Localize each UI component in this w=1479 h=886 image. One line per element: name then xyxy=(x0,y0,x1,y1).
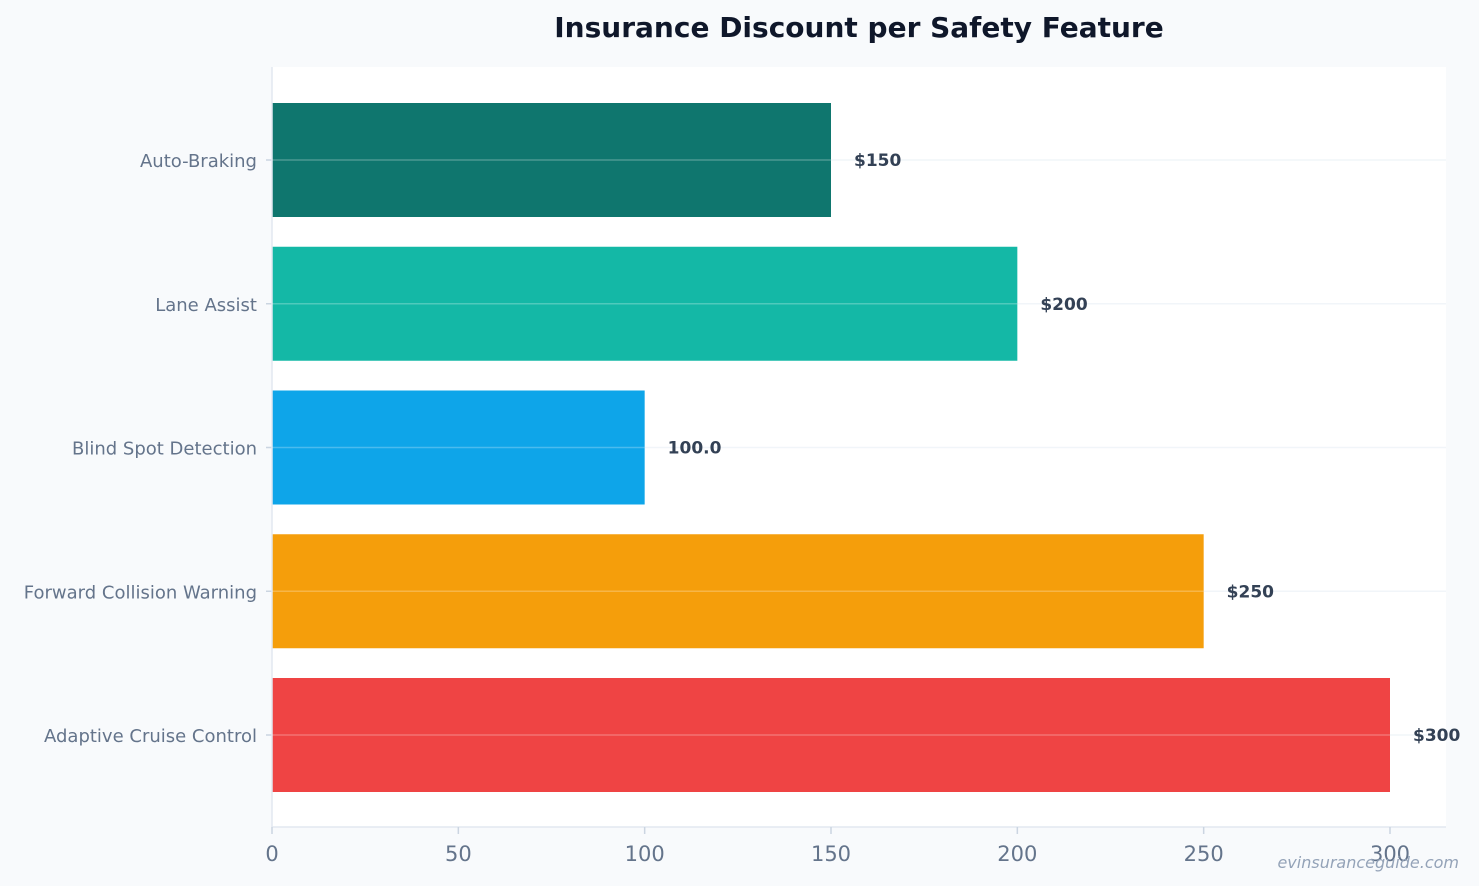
bar-adaptive-cruise-control xyxy=(272,678,1390,792)
data-label: $250 xyxy=(1227,582,1274,602)
bar-lane-assist xyxy=(272,246,1018,361)
data-label: $300 xyxy=(1413,726,1460,746)
x-tick-label: 50 xyxy=(445,842,472,866)
data-label: 100.0 xyxy=(668,439,722,459)
bar-auto-braking xyxy=(272,103,831,217)
x-tick-label: 300 xyxy=(1370,842,1410,866)
category-label: Auto-Braking xyxy=(140,151,257,172)
bars: $150 $200 100.0 $250 $300 xyxy=(272,103,1460,792)
chart-title: Insurance Discount per Safety Feature xyxy=(554,11,1163,44)
x-tick-label: 100 xyxy=(625,842,665,866)
category-label: Blind Spot Detection xyxy=(72,439,257,460)
category-label: Lane Assist xyxy=(155,295,257,316)
category-label: Forward Collision Warning xyxy=(24,582,257,603)
data-label: $200 xyxy=(1040,295,1087,315)
bar-forward-collision-warning xyxy=(272,534,1204,649)
x-tick-label: 0 xyxy=(265,842,278,866)
x-tick-label: 250 xyxy=(1184,842,1224,866)
axes: Auto-Braking Lane Assist Blind Spot Detect… xyxy=(24,67,1446,866)
data-label: $150 xyxy=(854,151,901,171)
x-tick-label: 150 xyxy=(811,842,851,866)
x-tick-label: 200 xyxy=(997,842,1037,866)
category-label: Adaptive Cruise Control xyxy=(44,726,257,747)
bar-blind-spot-detection xyxy=(272,390,645,505)
watermark: evinsuranceguide.com xyxy=(1277,853,1459,872)
